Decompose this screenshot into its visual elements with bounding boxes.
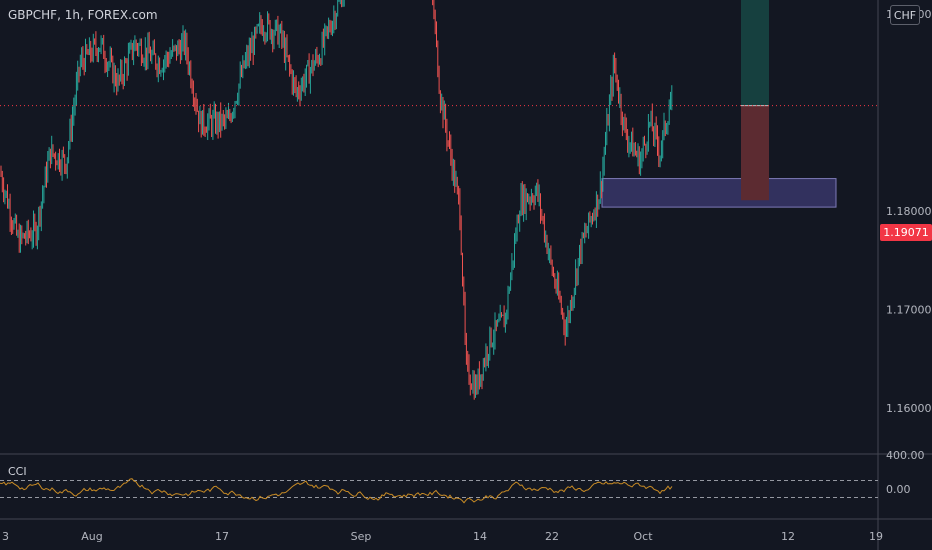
time-tick-label: Sep (351, 530, 372, 543)
supply-demand-zones (601, 0, 837, 208)
price-zone (601, 178, 837, 208)
time-tick-label: Oct (633, 530, 653, 543)
last-price-tag: 1.19071 (880, 224, 932, 241)
stop-area (741, 105, 769, 201)
time-axis: 3 Aug 17 Sep 14 22 Oct 12 19 (2, 530, 883, 543)
target-area (741, 0, 769, 106)
price-tick-label: 1.18000 (886, 205, 932, 218)
time-tick-label: 17 (215, 530, 229, 543)
candlestick-series (0, 0, 673, 400)
time-tick-label: 14 (473, 530, 487, 543)
time-tick-label: 22 (545, 530, 559, 543)
price-tick-label: 1.17000 (886, 304, 932, 317)
time-tick-label: 3 (2, 530, 9, 543)
cci-indicator (0, 478, 878, 504)
time-tick-label: 19 (869, 530, 883, 543)
cci-tick-label: 0.00 (886, 483, 911, 496)
price-axis: 1.220001.210001.200001.180001.170001.160… (886, 8, 932, 496)
symbol-title: GBPCHF, 1h, FOREX.com (8, 8, 158, 22)
time-tick-label: Aug (81, 530, 102, 543)
cci-label: CCI (8, 465, 27, 478)
price-tick-label: 1.16000 (886, 402, 932, 415)
cci-line (0, 478, 673, 504)
currency-button[interactable]: CHF (890, 5, 920, 25)
time-tick-label: 12 (781, 530, 795, 543)
cci-tick-label: 400.00 (886, 449, 925, 462)
